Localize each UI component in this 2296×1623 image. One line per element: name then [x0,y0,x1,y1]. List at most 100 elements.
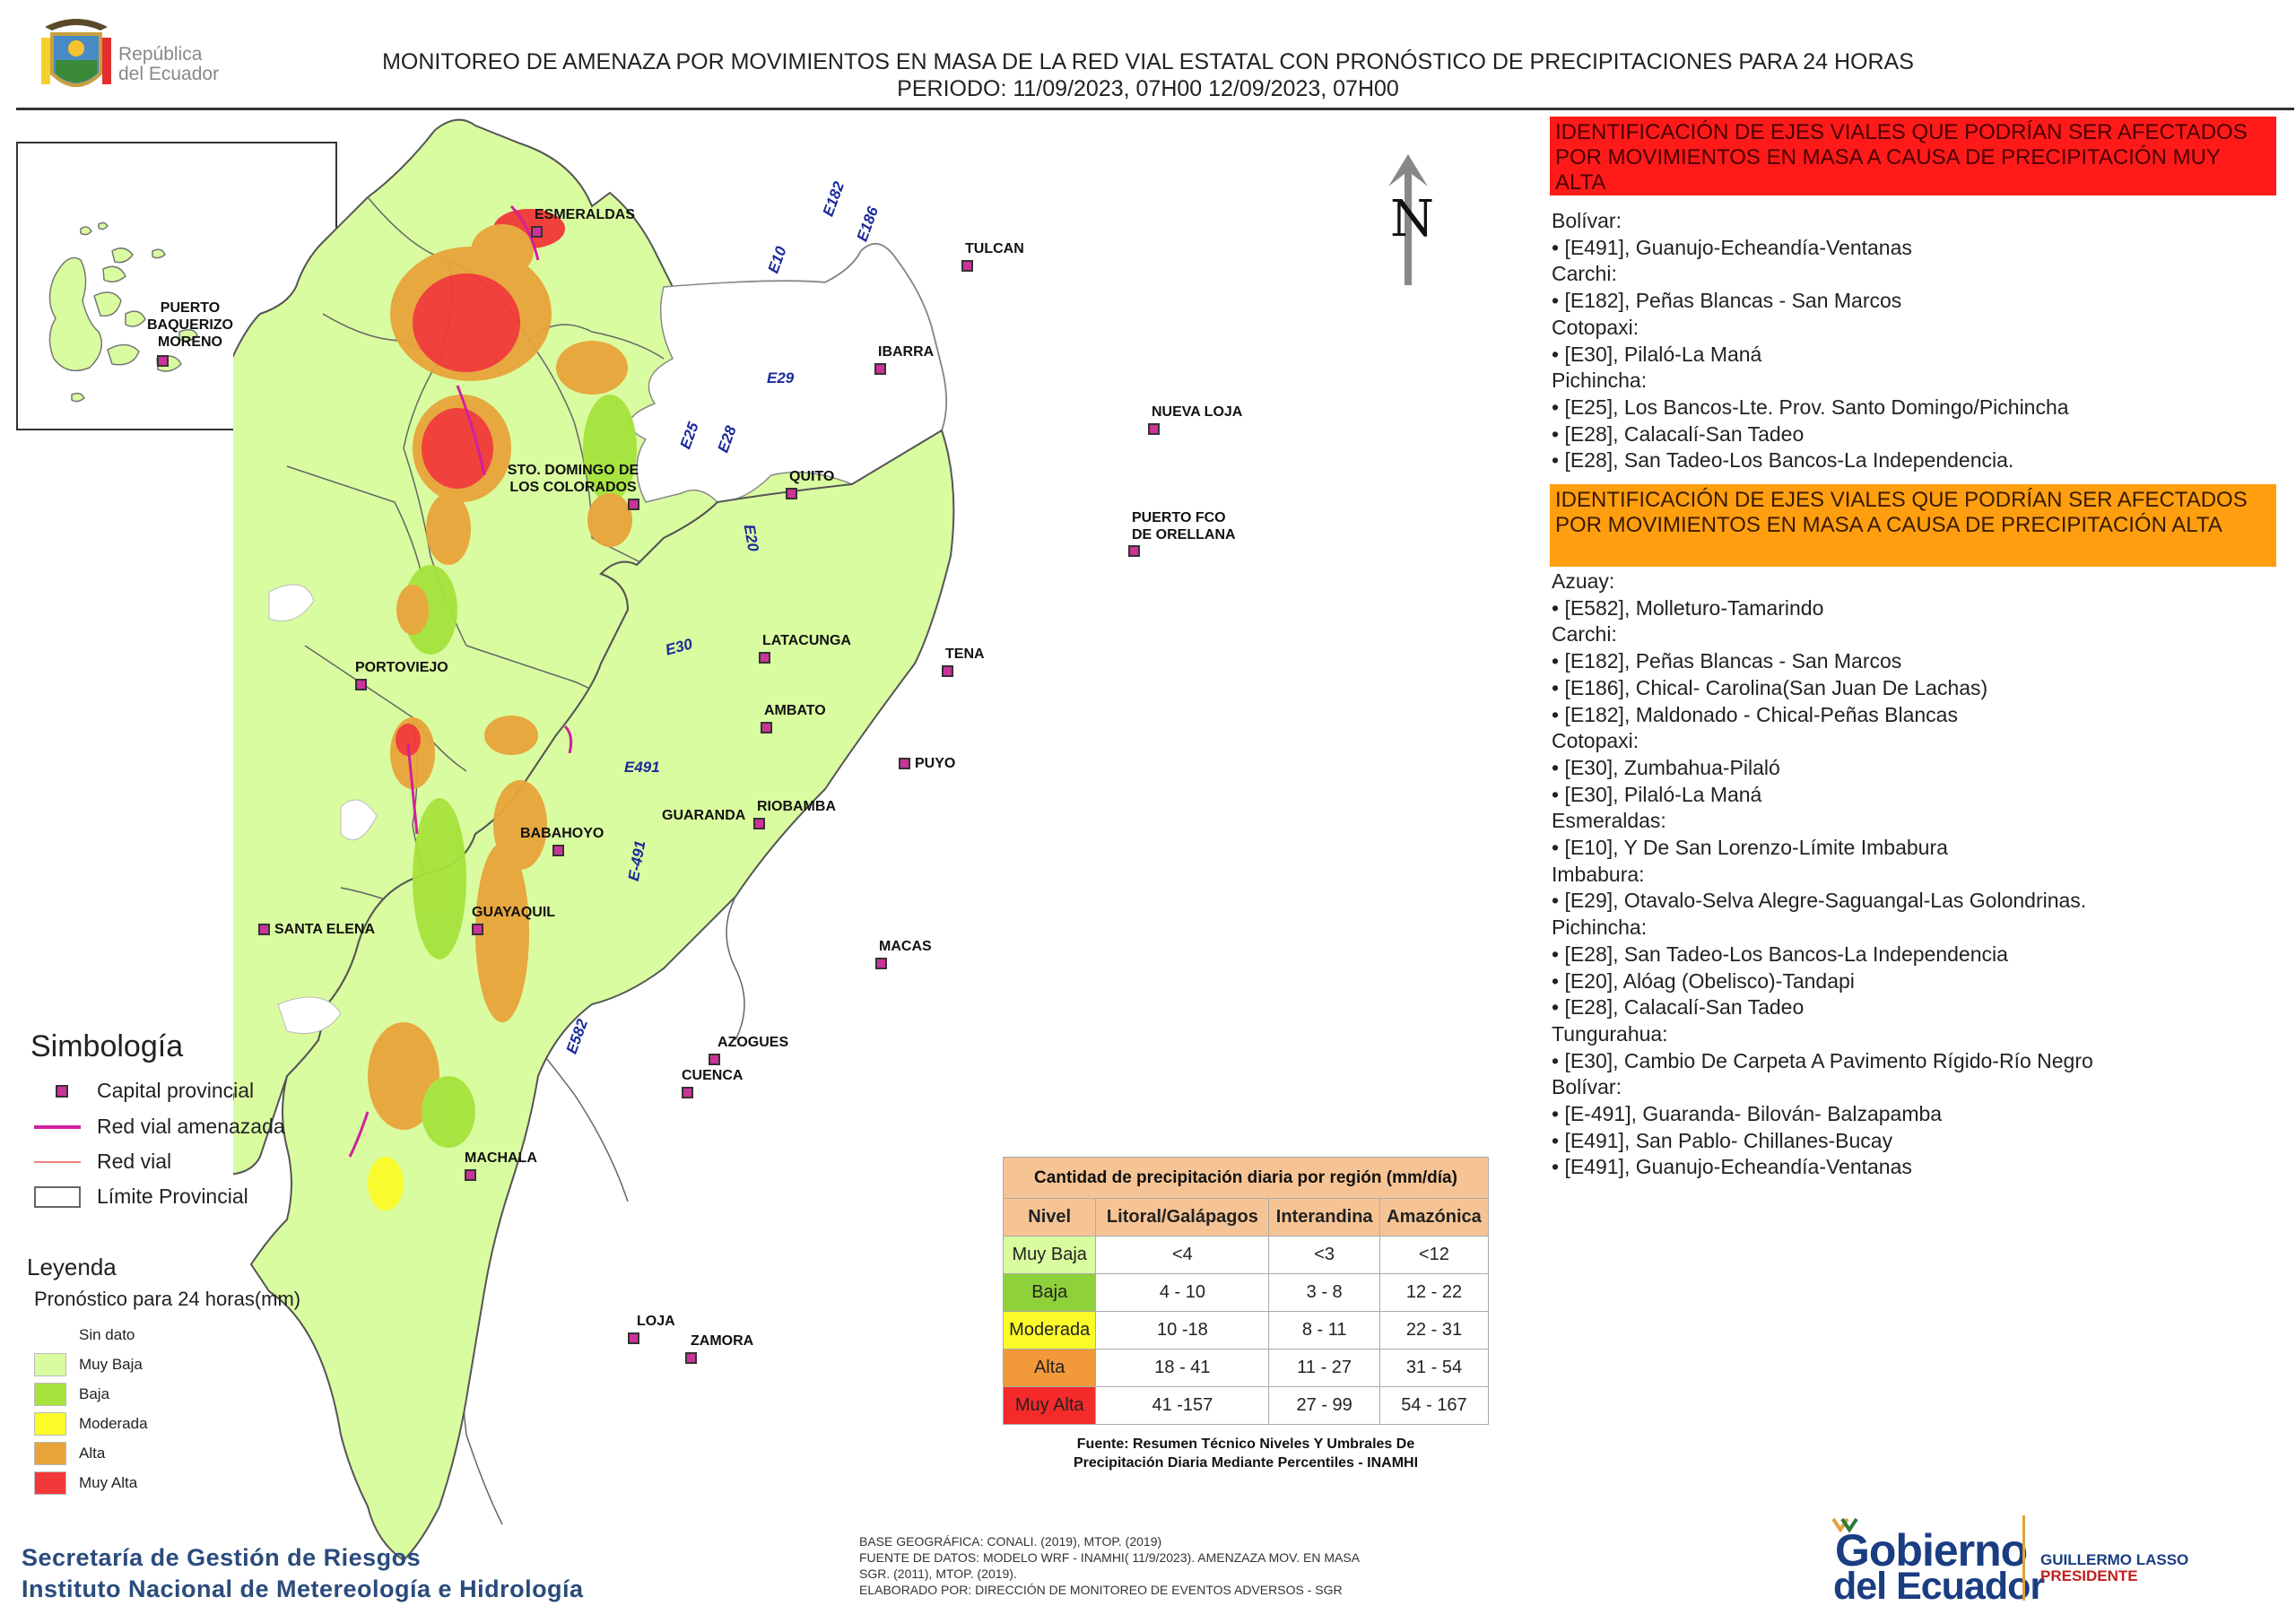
org-inamhi: Instituto Nacional de Metereología e Hid… [22,1575,584,1602]
list-item: • [E30], Zumbahua-Pilaló [1552,755,1780,779]
precipitation-hotspots [368,209,637,1211]
list-item: Esmeraldas: [1552,809,1666,833]
source-line2: Precipitación Diaria Mediante Percentile… [1073,1455,1419,1471]
capital-marker-icon [465,1169,476,1182]
leyenda-swatch [34,1383,66,1406]
city-label: TULCAN [965,241,1024,256]
city-label: GUARANDA [662,808,746,823]
city-santa-elena: SANTA ELENA [258,921,375,938]
city-label: AMBATO [764,703,826,718]
capital-marker-icon [753,818,765,830]
capital-marker-icon [875,958,887,970]
city-label-line2: BAQUERIZO [147,317,233,333]
leyenda-item: Sin dato [34,1324,135,1347]
list-item: • [E182], Peñas Blancas - San Marcos [1552,649,1902,673]
credit-line: SGR. (2011), MTOP. (2019). [859,1567,1017,1581]
threatened-roads [348,204,573,1158]
list-item: Pichincha: [1552,369,1648,393]
leyenda-label: Muy Alta [79,1474,138,1491]
capital-marker-icon [628,499,639,511]
capital-marker-icon [531,226,543,239]
city-label: LATACUNGA [762,633,851,648]
city-latacunga: LATACUNGA [759,632,851,666]
gobierno-logo-text1: Gobierno [1835,1525,2028,1575]
president-name: GUILLERMO LASSO [2040,1551,2189,1568]
list-item: • [E30], Pilaló-La Maná [1552,342,1762,366]
city-label: MACAS [879,939,932,954]
list-item: Carchi: [1552,262,1617,286]
city-label: SANTA ELENA [274,922,375,937]
leyenda-swatch [34,1353,66,1376]
city-guaranda: GUARANDA [662,807,745,824]
table-row: Moderada 10 -18 8 - 11 22 - 31 [1002,1311,1490,1350]
city-label: LOJA [637,1314,675,1329]
table-cell: 10 -18 [1095,1311,1270,1350]
table-cell: <12 [1378,1236,1490,1274]
table-level-cell: Muy Alta [1002,1386,1097,1425]
city-tena: TENA [942,646,985,680]
map-title: MONITOREO DE AMENAZA POR MOVIMIENTOS EN … [382,49,1914,74]
table-cell: <4 [1095,1236,1270,1274]
city-label: NUEVA LOJA [1152,404,1243,420]
capital-marker-icon [355,679,367,691]
road-label-e29: E29 [767,369,795,386]
list-item: Bolívar: [1552,1075,1622,1099]
ecuador-map [233,118,955,1562]
table-row: Muy Alta 41 -157 27 - 99 54 - 167 [1002,1386,1490,1425]
boundary-box-icon [34,1185,81,1208]
simbologia-red-amenazada: Red vial amenazada [34,1115,285,1139]
city-label-line1: PUERTO FCO [1132,510,1226,525]
city-label: PUYO [915,756,956,771]
leyenda-item: Moderada [34,1412,148,1436]
table-header: Litoral/Galápagos [1095,1198,1270,1237]
alta-list: Azuay: • [E582], Molleturo-Tamarindo Car… [1552,568,2287,1181]
logo-text-line2: del Ecuador [118,64,220,84]
city-nueva-loja: NUEVA LOJA [1148,404,1242,438]
capital-marker-icon [874,363,886,376]
table-level-cell: Baja [1002,1273,1097,1312]
city-puyo: PUYO [899,755,955,772]
coat-of-arms-icon [41,19,111,87]
table-row: Alta 18 - 41 11 - 27 31 - 54 [1002,1349,1490,1387]
city-zamora: ZAMORA [685,1332,753,1367]
leyenda-item: Alta [34,1442,105,1465]
list-item: • [E30], Pilaló-La Maná [1552,782,1762,806]
list-item: • [E491], San Pablo- Chillanes-Bucay [1552,1128,1893,1152]
table-cell: 41 -157 [1095,1386,1270,1425]
list-item: • [E186], Chical- Carolina(San Juan De L… [1552,675,1988,699]
list-item: • [E582], Molleturo-Tamarindo [1552,595,1824,620]
city-label: MACHALA [465,1150,537,1166]
city-esmeraldas: ESMERALDAS [531,206,635,240]
capital-marker-icon [942,665,953,678]
city-azogues: AZOGUES [709,1034,788,1068]
capital-marker-icon [961,260,973,273]
capital-marker-icon [1148,423,1160,436]
no-data-area [629,243,947,503]
city-label: AZOGUES [718,1035,789,1050]
city-label: TENA [945,647,985,662]
gobierno-logo-text2: del Ecuador [1833,1565,2045,1608]
republica-logo: República del Ecuador [36,11,242,100]
table-row: Muy Baja <4 <3 <12 [1002,1236,1490,1274]
city-quito: QUITO [786,468,834,502]
city-riobamba: RIOBAMBA [753,798,836,832]
logo-divider [2022,1515,2025,1601]
table-cell: 12 - 22 [1378,1273,1490,1312]
city-label: RIOBAMBA [757,799,836,814]
table-cell: 54 - 167 [1378,1386,1490,1425]
leyenda-item: Muy Alta [34,1471,137,1495]
list-item: • [E28], Calacalí-San Tadeo [1552,421,1805,446]
list-item: • [E29], Otavalo-Selva Alegre-Saguangal-… [1552,889,2087,913]
capital-marker-icon [761,722,772,734]
road-line-icon [34,1151,81,1173]
capital-marker-icon [552,845,564,857]
city-orellana: PUERTO FCO DE ORELLANA [1128,509,1236,557]
city-label-line2: LOS COLORADOS [509,480,637,495]
muy-alta-heading: IDENTIFICACIÓN DE EJES VIALES QUE PODRÍA… [1550,117,2276,195]
table-row: Baja 4 - 10 3 - 8 12 - 22 [1002,1273,1490,1312]
simbologia-limite: Límite Provincial [34,1185,248,1209]
no-data-patches [268,584,378,1034]
org-sgr: Secretaría de Gestión de Riesgos [22,1544,422,1571]
table-cell: 8 - 11 [1268,1311,1380,1350]
list-item: Bolívar: [1552,209,1622,232]
